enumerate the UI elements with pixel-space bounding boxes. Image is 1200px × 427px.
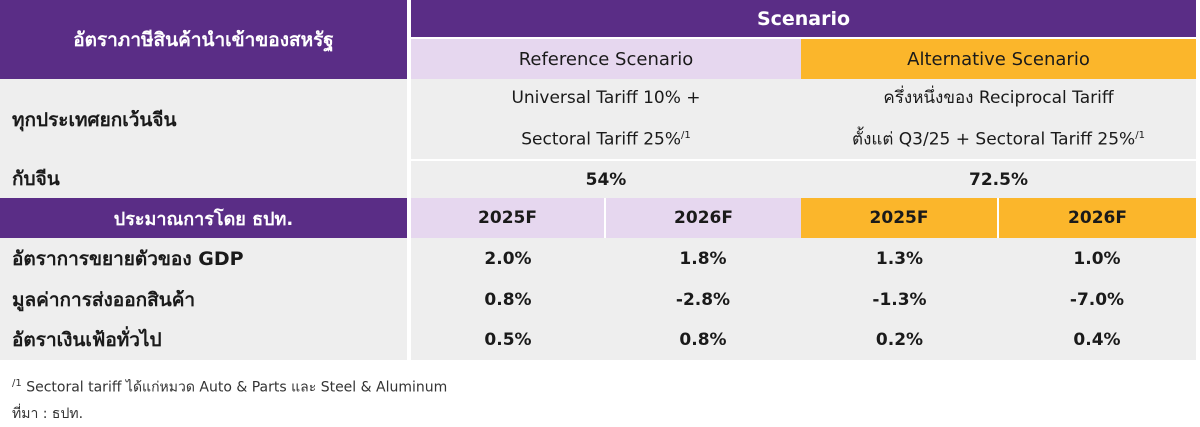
table-row: กับจีน 54% 72.5%	[0, 160, 1196, 198]
table-cell: -1.3%	[801, 279, 998, 320]
footnote-marker: /1	[1135, 129, 1145, 141]
table-cell: 0.2%	[801, 320, 998, 360]
table-cell: -7.0%	[998, 279, 1196, 320]
reference-tariff-except-china: Universal Tariff 10% + Sectoral Tariff 2…	[409, 79, 801, 161]
table-corner-title: อัตราภาษีสินค้านำเข้าของสหรัฐ	[0, 0, 411, 79]
alternative-tariff-line2: ตั้งแต่ Q3/25 + Sectoral Tariff 25%/1	[852, 129, 1145, 150]
tariff-scenario-table: อัตราภาษีสินค้านำเข้าของสหรัฐ Scenario R…	[0, 0, 1196, 360]
scenario-header: Scenario	[409, 0, 1196, 39]
row-label-gdp: อัตราการขยายตัวของ GDP	[0, 238, 411, 279]
alternative-tariff-except-china: ครึ่งหนึ่งของ Reciprocal Tariff ตั้งแต่ …	[801, 79, 1196, 161]
table-cell: -2.8%	[605, 279, 801, 320]
forecast-year-header: 2026F	[605, 198, 801, 238]
table-cell: 0.5%	[409, 320, 605, 360]
table-cell: 1.8%	[605, 238, 801, 279]
row-label-except-china: ทุกประเทศยกเว้นจีน	[0, 79, 411, 160]
alternative-tariff-line1: ครึ่งหนึ่งของ Reciprocal Tariff	[883, 87, 1114, 108]
table-cell: 1.3%	[801, 238, 998, 279]
table-row: มูลค่าการส่งออกสินค้า 0.8% -2.8% -1.3% -…	[0, 279, 1196, 320]
footnote-sectoral-tariff: /1 Sectoral tariff ได้แก่หมวด Auto & Par…	[12, 378, 448, 396]
footnote-marker: /1	[12, 378, 22, 389]
reference-tariff-line2: Sectoral Tariff 25%/1	[521, 129, 691, 150]
forecast-year-header: 2025F	[409, 198, 606, 238]
row-label-exports: มูลค่าการส่งออกสินค้า	[0, 279, 411, 320]
table-cell: 0.8%	[409, 279, 605, 320]
footnote-source: ที่มา : ธปท.	[12, 405, 84, 422]
row-label-inflation: อัตราเงินเฟ้อทั่วไป	[0, 320, 411, 360]
forecast-year-header: 2026F	[998, 198, 1196, 238]
row-label-china: กับจีน	[0, 160, 411, 198]
table-cell: 1.0%	[998, 238, 1196, 279]
alternative-scenario-header: Alternative Scenario	[801, 38, 1196, 79]
table-cell: 0.8%	[605, 320, 801, 360]
alternative-tariff-china: 72.5%	[801, 160, 1196, 198]
table-row: อัตราเงินเฟ้อทั่วไป 0.5% 0.8% 0.2% 0.4%	[0, 320, 1196, 360]
forecast-year-header: 2025F	[801, 198, 999, 238]
footnotes: /1 Sectoral tariff ได้แก่หมวด Auto & Par…	[12, 371, 447, 427]
table-row: ทุกประเทศยกเว้นจีน Universal Tariff 10% …	[0, 79, 1196, 161]
reference-tariff-line1: Universal Tariff 10% +	[511, 87, 701, 108]
reference-tariff-china: 54%	[409, 160, 801, 198]
footnote-marker: /1	[681, 129, 691, 141]
table-cell: 2.0%	[409, 238, 605, 279]
table-row: อัตราการขยายตัวของ GDP 2.0% 1.8% 1.3% 1.…	[0, 238, 1196, 279]
reference-scenario-header: Reference Scenario	[409, 38, 801, 79]
forecast-header-label: ประมาณการโดย ธปท.	[0, 198, 411, 238]
table-cell: 0.4%	[998, 320, 1196, 360]
